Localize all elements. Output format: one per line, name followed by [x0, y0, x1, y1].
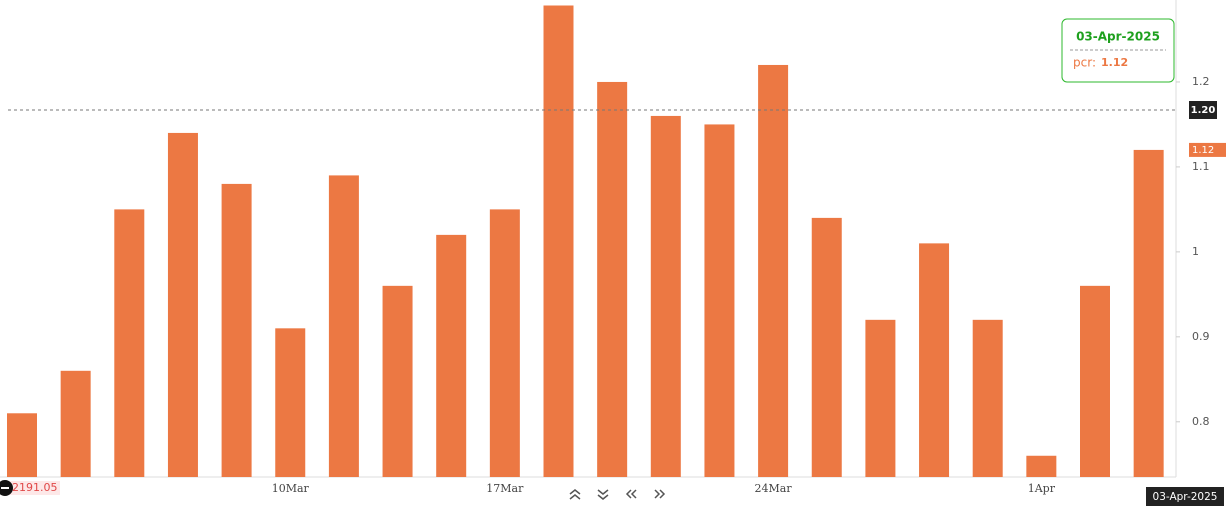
bar	[167, 132, 198, 477]
bar	[919, 243, 950, 477]
bar	[1080, 285, 1110, 477]
bar	[7, 413, 37, 477]
tooltip-label: pcr:	[1073, 56, 1096, 70]
bar	[704, 124, 735, 478]
y-tick-label: 0.9	[1192, 330, 1210, 343]
bar	[382, 285, 413, 477]
nav-up[interactable]	[569, 489, 581, 500]
crosshair-label: 1.20	[1191, 105, 1216, 116]
bar	[114, 209, 145, 477]
left-label-box	[8, 481, 60, 495]
tooltip: 03-Apr-2025 pcr: 1.12	[1061, 18, 1175, 83]
y-tick-label: 1.1	[1192, 160, 1210, 173]
left-label: 2191.05	[12, 481, 58, 494]
bar	[1133, 149, 1164, 477]
tooltip-value: 1.12	[1101, 56, 1128, 69]
bar	[543, 5, 574, 478]
bar	[865, 319, 896, 477]
crosshair-date-box	[1146, 487, 1224, 506]
last-label: 1.12	[1192, 145, 1214, 156]
bar	[275, 328, 306, 477]
nav-left[interactable]	[625, 489, 637, 499]
x-tick-label: 1Apr	[1028, 482, 1056, 495]
bar	[1026, 455, 1057, 477]
crosshair-date: 03-Apr-2025	[1153, 491, 1218, 503]
bar	[60, 370, 91, 477]
tooltip-date: 03-Apr-2025	[1076, 30, 1160, 44]
bar	[597, 81, 628, 477]
crosshair-label-box	[1189, 101, 1217, 119]
bar	[972, 319, 1003, 477]
nav-buttons	[569, 489, 666, 500]
bar	[328, 175, 359, 477]
bar	[811, 217, 842, 477]
x-tick-label: 17Mar	[486, 482, 524, 495]
y-tick-label: 1	[1192, 245, 1199, 258]
bar	[650, 115, 681, 477]
y-tick-label: 0.8	[1192, 415, 1210, 428]
y-tick-label: 1.3	[1192, 0, 1210, 3]
nav-down[interactable]	[597, 489, 609, 500]
bar	[436, 234, 467, 477]
bar	[758, 64, 789, 477]
x-tick-label: 10Mar	[272, 482, 310, 495]
bar	[221, 183, 252, 477]
x-tick-label: 24Mar	[755, 482, 793, 495]
nav-right[interactable]	[654, 489, 666, 499]
last-label-box	[1189, 142, 1226, 157]
y-tick-label: 1.2	[1192, 75, 1210, 88]
bar	[489, 209, 520, 477]
